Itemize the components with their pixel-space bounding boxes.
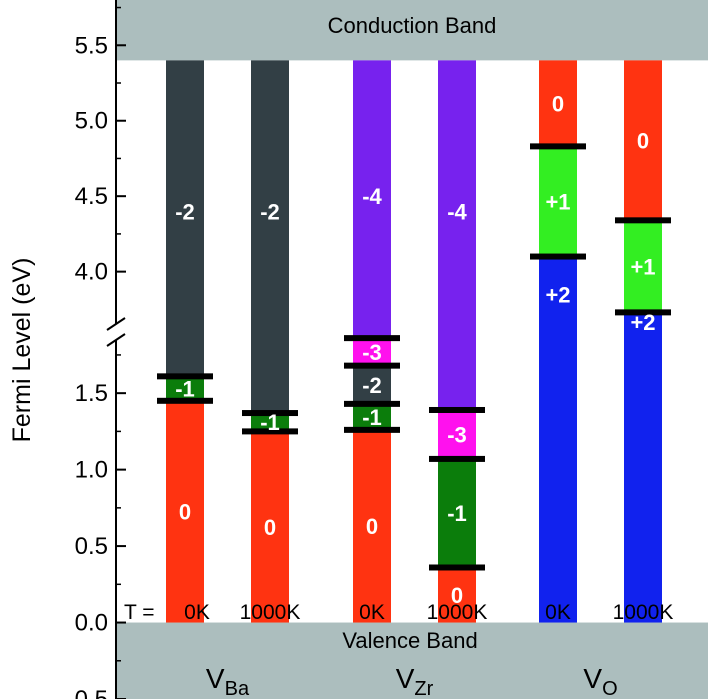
charge-state-labels: 0 -1 -2 0 -1 -2 0 -1 -2 -3 -4 0 -1 -3 -4 +2 +1 0 +2 +1 0: [175, 91, 655, 608]
transition-line-col5-1: [615, 217, 671, 224]
charge-label-col2-4: -4: [362, 184, 382, 209]
charge-label-col0-2: -2: [175, 199, 195, 224]
transition-line-col3-1: [429, 455, 485, 462]
charge-label-col2-0: 0: [366, 514, 378, 539]
valence-band: [116, 622, 708, 699]
charge-label-col4-1: +1: [545, 189, 570, 214]
temperature-label-col3: 1000K: [427, 601, 488, 624]
y-tick-label: 5.0: [75, 108, 108, 135]
transition-line-col2-1: [344, 400, 400, 407]
charge-label-col5-0: +2: [630, 310, 655, 335]
charge-label-col3-0: 0: [451, 583, 463, 608]
segment-col3-0: [438, 567, 476, 623]
transition-levels: [157, 143, 671, 571]
segment-col5-2: [624, 60, 662, 221]
segment-col0-2: [166, 60, 204, 377]
charge-label-col5-2: 0: [637, 128, 649, 153]
segment-col4-0: [539, 256, 577, 623]
charge-label-col1-0: 0: [264, 515, 276, 540]
group-label-zr: VZr: [396, 663, 434, 699]
valence-band-label: Valence Band: [342, 628, 477, 653]
charge-label-col0-0: 0: [179, 500, 191, 525]
defect-columns: [166, 60, 662, 623]
transition-line-col3-0: [429, 564, 485, 571]
segment-col5-0: [624, 312, 662, 623]
y-tick-label: 4.0: [75, 259, 108, 286]
segment-col1-0: [251, 431, 289, 623]
transition-line-col0-1: [157, 373, 213, 380]
charge-label-col4-2: 0: [552, 91, 564, 116]
temperature-labels: 0K 1000K 0K 1000K 0K 1000K: [184, 601, 673, 624]
charge-label-col3-2: -3: [447, 422, 467, 447]
transition-line-col2-3: [344, 335, 400, 342]
segment-col2-2: [353, 365, 391, 404]
transition-line-col2-2: [344, 362, 400, 369]
segment-col2-4: [353, 60, 391, 339]
charge-label-col1-2: -2: [260, 199, 280, 224]
y-tick-label: 0.0: [75, 610, 108, 637]
group-label-o: VO: [583, 663, 617, 699]
transition-line-col4-1: [530, 143, 586, 150]
transition-line-col3-2: [429, 406, 485, 413]
charge-label-col2-2: -2: [362, 373, 382, 398]
transition-line-col0-0: [157, 397, 213, 404]
temperature-label-col5: 1000K: [613, 601, 674, 624]
y-axis: 4.0 4.5 5.0 5.5 -0.5 0.0 0.5 1.0 1.5: [67, 0, 126, 699]
segment-col0-1: [166, 376, 204, 401]
segment-col4-1: [539, 146, 577, 257]
segment-col3-2: [438, 409, 476, 459]
transition-line-col5-0: [615, 309, 671, 316]
charge-label-col3-3: -4: [447, 199, 467, 224]
temperature-prefix: T =: [124, 601, 160, 624]
segment-col2-1: [353, 403, 391, 430]
segment-col4-2: [539, 60, 577, 147]
charge-label-col0-1: -1: [175, 377, 195, 402]
group-label-ba: VBa: [206, 663, 250, 699]
y-axis-title: Fermi Level (eV): [8, 258, 36, 443]
temperature-label-col2: 0K: [359, 601, 385, 624]
transition-line-col1-1: [242, 410, 298, 417]
y-tick-label: 1.5: [75, 380, 108, 407]
y-tick-label: 4.5: [75, 183, 108, 210]
y-tick-label: 5.5: [75, 32, 108, 59]
charge-label-col3-1: -1: [447, 501, 467, 526]
segment-col5-1: [624, 220, 662, 313]
segment-col3-3: [438, 60, 476, 410]
segment-col2-3: [353, 338, 391, 366]
charge-label-col2-3: -3: [362, 340, 382, 365]
conduction-band: [116, 0, 708, 61]
segment-col3-1: [438, 458, 476, 568]
band-regions: [116, 0, 708, 699]
axis-break-mark-1: [106, 317, 126, 331]
conduction-band-label: Conduction Band: [328, 13, 497, 38]
charge-label-col2-1: -1: [362, 405, 382, 430]
transition-line-col1-0: [242, 428, 298, 435]
temperature-label-col1: 1000K: [240, 601, 301, 624]
temperature-label-col4: 0K: [545, 601, 571, 624]
segment-col1-2: [251, 60, 289, 414]
temperature-label-col0: 0K: [184, 601, 210, 624]
defect-group-labels: VBa VZr VO: [206, 663, 618, 699]
y-tick-label: 0.5: [75, 533, 108, 560]
segment-col2-0: [353, 429, 391, 623]
charge-label-col5-1: +1: [630, 254, 655, 279]
transition-line-col4-0: [530, 253, 586, 260]
charge-label-col4-0: +2: [545, 282, 570, 307]
segment-col0-0: [166, 400, 204, 623]
segment-col1-1: [251, 413, 289, 432]
y-tick-label: 1.0: [75, 457, 108, 484]
transition-line-col2-0: [344, 426, 400, 433]
axis-break-mark-2: [106, 333, 126, 347]
charge-label-col1-1: -1: [260, 410, 280, 435]
y-tick-label: -0.5: [67, 686, 108, 699]
